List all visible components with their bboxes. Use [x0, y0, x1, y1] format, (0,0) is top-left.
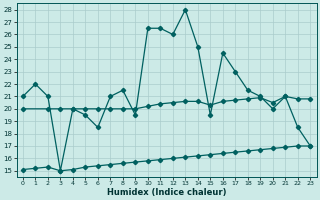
X-axis label: Humidex (Indice chaleur): Humidex (Indice chaleur)	[107, 188, 226, 197]
